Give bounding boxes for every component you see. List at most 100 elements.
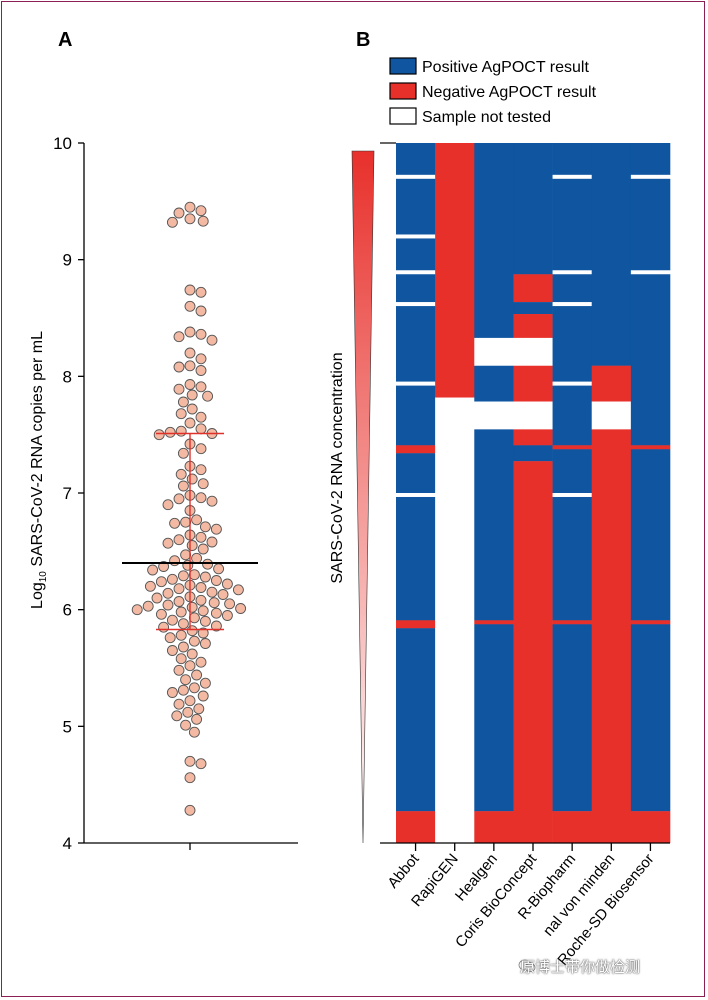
legend: Positive AgPOCT result Negative AgPOCT re… (389, 57, 597, 126)
data-point (191, 514, 203, 526)
y-axis-label: Log10 SARS-CoV-2 RNA copies per mL (29, 331, 49, 609)
heatmap-cell-not-tested (396, 302, 436, 307)
data-point (186, 540, 198, 551)
heatmap-cell-not-tested (552, 174, 593, 179)
data-point (164, 632, 176, 644)
data-point (195, 205, 207, 217)
heatmap-cell-positive (552, 385, 593, 446)
heatmap-cell-positive (396, 628, 436, 812)
data-point (162, 599, 174, 611)
y-tick-label: 5 (63, 717, 72, 736)
data-point (177, 618, 189, 630)
data-point (184, 284, 196, 296)
heatmap-cell-not-tested (552, 381, 593, 386)
data-point (184, 201, 196, 213)
heatmap-cell-positive (474, 143, 514, 339)
heatmap-cell-negative (396, 445, 436, 454)
heatmap-cell-positive (396, 453, 436, 494)
data-point (147, 564, 159, 576)
heatmap-cell-not-tested (552, 493, 593, 498)
data-point (173, 331, 185, 343)
data-point (162, 499, 174, 511)
heatmap-cell-negative (513, 429, 553, 446)
heatmap-cell-negative (513, 314, 553, 339)
data-point (177, 684, 189, 696)
heatmap-cell-positive (552, 624, 593, 812)
data-point (180, 549, 192, 561)
data-point (166, 216, 178, 228)
data-point (202, 558, 214, 570)
heatmap-cell-positive (474, 624, 514, 812)
data-point (191, 713, 203, 725)
panel-a-dot-plot: 4 5 6 7 8 9 10 Log10 SARS-CoV-2 RNA copies per… (29, 134, 298, 853)
data-point (182, 706, 194, 718)
data-point (213, 563, 225, 575)
data-point (186, 473, 198, 485)
legend-swatch-N (389, 82, 417, 100)
column-label: Abbot (384, 850, 423, 892)
data-point (197, 215, 209, 227)
heatmap-cell-not-tested (396, 270, 436, 275)
data-point (197, 605, 209, 617)
concentration-gradient-wedge (351, 150, 375, 844)
data-point (224, 598, 236, 610)
data-point (173, 698, 185, 710)
data-point (173, 383, 185, 395)
data-point (195, 443, 207, 455)
heatmap-cell-negative (630, 445, 671, 450)
heatmap-cell-positive (396, 178, 436, 235)
data-point (195, 582, 207, 593)
data-point (142, 600, 154, 612)
data-point (184, 360, 196, 372)
data-point (202, 390, 214, 402)
heatmap-cell-negative (396, 811, 436, 844)
data-point (155, 608, 167, 620)
heatmap-cell-positive (630, 449, 671, 621)
heatmap-cell-not-tested (474, 337, 514, 366)
data-point (166, 687, 178, 698)
data-point (177, 396, 189, 408)
heatmap-cell-negative (513, 365, 553, 402)
data-point (193, 703, 205, 715)
data-point (164, 426, 176, 438)
data-point (197, 690, 209, 702)
legend-label: Negative AgPOCT result (422, 84, 597, 101)
legend-label: Positive AgPOCT result (422, 59, 589, 76)
data-point (175, 425, 187, 437)
data-point (210, 607, 222, 619)
data-point (184, 379, 196, 390)
heatmap-cell-positive (552, 178, 593, 271)
legend-swatch-X (389, 107, 417, 125)
heatmap-cell-positive (552, 449, 593, 494)
heatmap-cell-negative (591, 429, 632, 844)
data-point (151, 592, 163, 604)
data-point (210, 523, 222, 535)
heatmap-cell-not-tested (396, 234, 436, 239)
heatmap-cell-positive (513, 143, 553, 275)
data-point (173, 534, 185, 546)
data-point (155, 576, 167, 588)
data-point (188, 682, 200, 694)
data-point (195, 656, 207, 668)
data-point (177, 447, 189, 459)
data-point (177, 480, 189, 492)
data-point (184, 772, 196, 784)
data-point (153, 429, 165, 441)
y-tick-label: 10 (53, 134, 72, 153)
data-point (186, 648, 198, 660)
data-point (197, 478, 209, 490)
data-point (182, 559, 194, 571)
heatmap-cell-positive (474, 365, 514, 402)
data-point (217, 589, 229, 600)
heatmap-cell-positive (591, 143, 632, 366)
panel-b-label: B (356, 29, 370, 51)
heatmap-cell-not-tested (396, 174, 436, 179)
data-point (210, 575, 222, 586)
data-point (173, 664, 185, 676)
data-point (221, 578, 233, 590)
data-point (166, 614, 178, 626)
data-point (184, 417, 196, 429)
data-point (199, 677, 211, 689)
panel-a-label: A (58, 29, 72, 51)
